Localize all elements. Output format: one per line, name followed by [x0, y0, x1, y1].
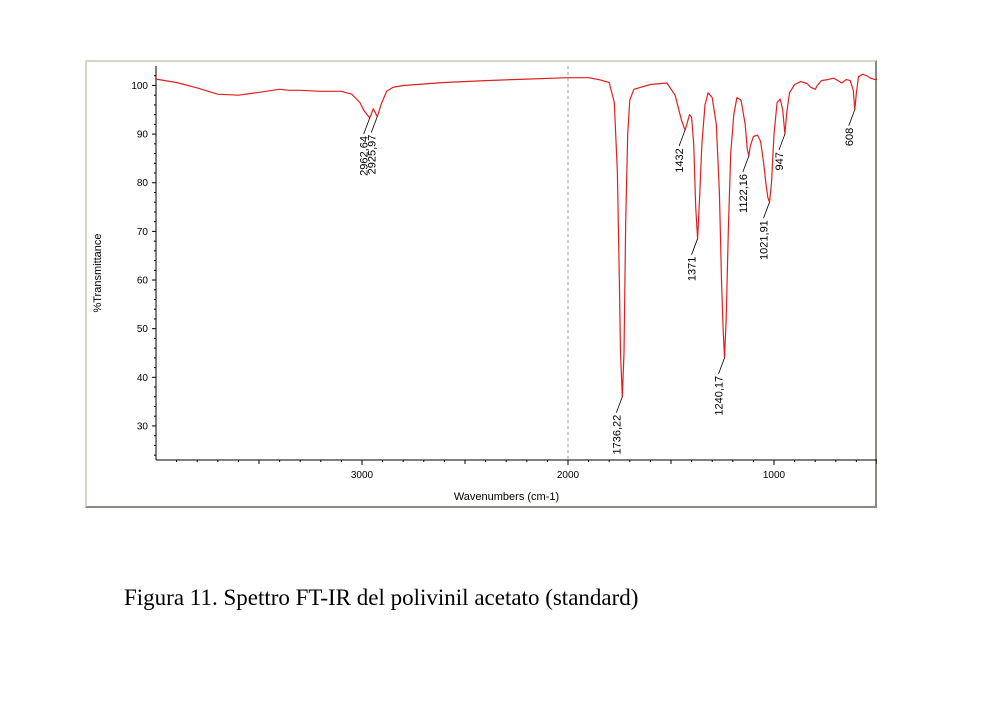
peak-label: 1432	[674, 148, 686, 172]
peak-leader-line	[691, 238, 698, 255]
figure-caption: Figura 11. Spettro FT-IR del polivinil a…	[124, 585, 639, 610]
peak-leader-line	[678, 130, 686, 147]
peak-annotation: 1240,17	[714, 357, 726, 416]
peak-leader-line	[742, 155, 750, 173]
peak-label: 947	[774, 152, 786, 170]
peak-annotation: 1432	[674, 130, 686, 173]
peak-label: 1122,16	[738, 174, 750, 213]
peak-annotation: 1371	[687, 238, 699, 281]
y-tick-label: 100	[131, 81, 148, 92]
x-axis-title: Wavenumbers (cm-1)	[454, 491, 559, 503]
peak-leader-line	[763, 202, 770, 219]
y-tick-label: 70	[137, 227, 149, 238]
spectrum-series	[155, 73, 877, 398]
peak-annotation: 1021,91	[758, 202, 770, 260]
peak-label: 1371	[687, 257, 699, 281]
peak-leader-line	[363, 117, 371, 135]
peak-label: 2925,97	[366, 135, 378, 175]
axis-ticks: 30 40 50 60 70 80 90 100 3000 2000 1000	[131, 75, 877, 481]
peak-annotation: 1736,22	[611, 396, 623, 455]
peak-label: 1021,91	[758, 220, 770, 260]
peak-annotation: 1122,16	[738, 155, 750, 213]
peak-leader-line	[370, 116, 378, 133]
x-tick-label: 2000	[557, 470, 580, 481]
peak-label: 1736,22	[611, 415, 623, 455]
spectrum-line	[155, 73, 877, 398]
y-tick-label: 40	[137, 373, 149, 384]
y-tick-label: 50	[137, 324, 149, 335]
x-tick-label: 3000	[351, 470, 374, 481]
peak-annotation: 2962,64	[359, 117, 371, 176]
peak-leader-line	[778, 133, 786, 151]
y-tick-label: 30	[137, 421, 149, 432]
peak-leader-line	[615, 396, 623, 413]
peak-label: 2962,64	[359, 136, 371, 176]
peak-label: 1240,17	[714, 376, 726, 416]
y-tick-label: 90	[137, 130, 149, 141]
y-tick-label: 80	[137, 178, 149, 189]
peak-leader-line	[718, 357, 725, 374]
peak-annotation: 2925,97	[366, 116, 378, 175]
peak-annotation: 608	[844, 109, 856, 146]
plot-axes	[155, 66, 877, 461]
y-tick-label: 60	[137, 276, 149, 287]
peak-annotation: 947	[774, 133, 786, 170]
peak-label: 608	[844, 128, 856, 146]
x-tick-label: 1000	[763, 470, 786, 481]
spectrum-chart: 2962,64 2925,97 1736,22 1432 1371 1240,17 1122…	[85, 60, 877, 508]
peak-leader-line	[848, 109, 856, 126]
y-axis-title: %Transmittance	[92, 233, 104, 312]
